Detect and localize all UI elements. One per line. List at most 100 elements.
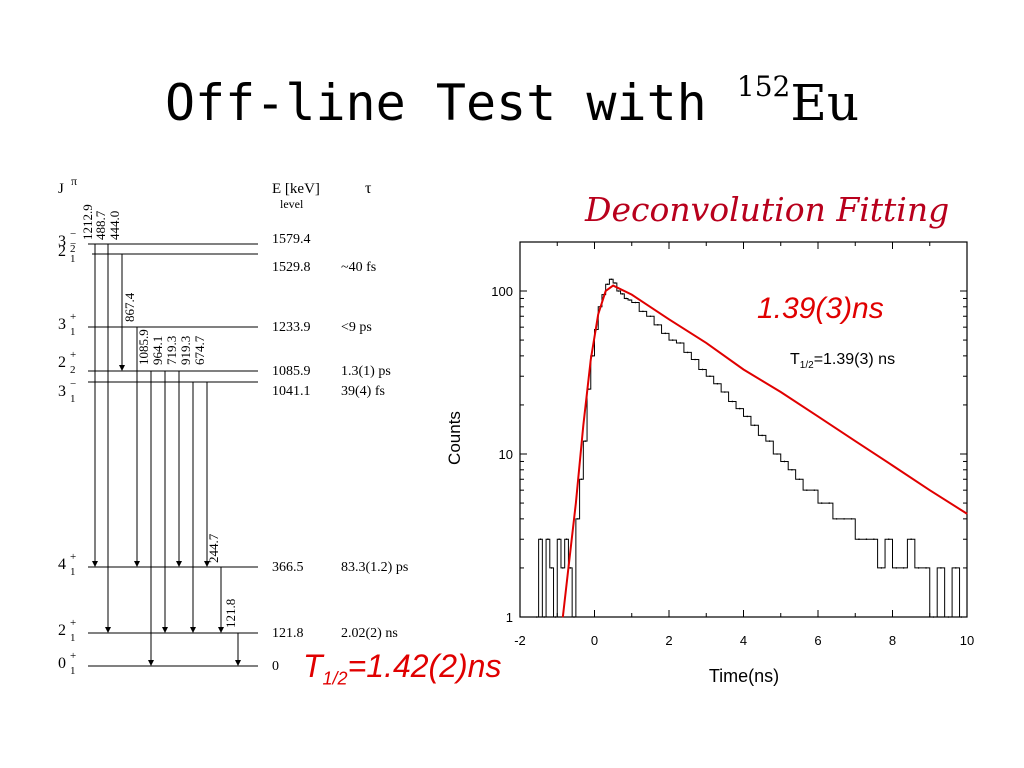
level-parity-label: − — [70, 378, 76, 390]
level-index-label: 1 — [70, 393, 76, 405]
y-axis-label: Counts — [445, 411, 464, 465]
level-parity-label: + — [70, 349, 76, 361]
level-parity-label: + — [70, 650, 76, 662]
level-energy: 0 — [272, 659, 279, 674]
halflife-sub: 1/2 — [322, 668, 348, 689]
transition-energy-label: 1085.9 — [136, 329, 151, 365]
title-superscript: 152 — [736, 70, 791, 103]
level-energy: 1233.9 — [272, 320, 311, 335]
transition-energy-label: 121.8 — [223, 599, 238, 628]
level-index-label: 1 — [70, 326, 76, 338]
x-tick-label: 6 — [814, 633, 821, 648]
x-axis-label: Time(ns) — [709, 666, 779, 686]
x-tick-label: 2 — [665, 633, 672, 648]
level-lifetime: ~40 fs — [341, 260, 376, 275]
level-energy: 1085.9 — [272, 364, 311, 379]
level-parity-label: + — [70, 311, 76, 323]
fit-point — [780, 391, 782, 393]
level-lifetime: <9 ps — [341, 320, 372, 335]
level-index-label: 1 — [70, 665, 76, 677]
transition-energy-label: 964.1 — [150, 336, 165, 365]
level-index-label: 1 — [70, 253, 76, 265]
level-lifetime: 1.3(1) ps — [341, 364, 391, 379]
level-spin-label: 2 — [58, 354, 66, 371]
level-energy: 121.8 — [272, 626, 304, 641]
level-spin-label: 4 — [58, 556, 66, 573]
level-energy: 1041.1 — [272, 384, 311, 399]
fit-point — [817, 415, 819, 417]
title-prefix: Off-line Test with — [164, 74, 737, 132]
level-spin-label: 2 — [58, 243, 66, 260]
transition-energy-label: 867.4 — [122, 292, 137, 322]
fitting-title: Deconvolution Fitting — [585, 190, 950, 229]
level-index-label: 2 — [70, 364, 76, 376]
transition-energy-label: 1212.9 — [80, 204, 95, 240]
level-energy: 366.5 — [272, 560, 304, 575]
annotation-value: =1.39(3) ns — [814, 351, 895, 368]
fit-point — [631, 294, 633, 296]
transition-energy-label: 488.7 — [93, 210, 108, 240]
fit-point — [612, 285, 614, 287]
fit-point — [567, 567, 569, 569]
fit-point — [668, 318, 670, 320]
fit-point — [582, 424, 584, 426]
fit-point — [705, 342, 707, 344]
level-lifetime: 2.02(2) ns — [341, 626, 398, 641]
data-histogram — [534, 278, 964, 618]
level-index-label: 2 — [70, 243, 76, 255]
fit-point — [575, 502, 577, 504]
transition-energy-label: 244.7 — [206, 533, 221, 563]
title-element: Eu — [790, 74, 860, 132]
energy-header-sub: level — [280, 197, 304, 211]
fit-point — [966, 513, 968, 515]
level-parity-label: + — [70, 551, 76, 563]
halflife-prefix: T — [303, 648, 323, 684]
y-tick-label: 100 — [491, 284, 513, 299]
halflife-label: T1/2=1.42(2)ns — [303, 648, 501, 689]
annotation-sub: 1/2 — [800, 360, 814, 371]
tau-header: τ — [365, 180, 372, 197]
jpi-header: J — [58, 181, 64, 197]
fit-curve — [561, 284, 968, 618]
annotation-prefix: T — [790, 351, 800, 368]
x-tick-label: -2 — [514, 633, 526, 648]
y-tick-label: 10 — [499, 447, 513, 462]
level-spin-label: 3 — [58, 383, 66, 400]
fit-point — [892, 465, 893, 467]
level-parity-label: + — [70, 617, 76, 629]
level-spin-label: 0 — [58, 655, 66, 672]
halflife-value: =1.42(2)ns — [347, 648, 502, 684]
level-energy: 1579.4 — [272, 232, 311, 247]
transition-energy-label: 919.3 — [178, 336, 193, 365]
slide-title: Off-line Test with 152Eu — [0, 70, 1024, 132]
level-index-label: 1 — [70, 566, 76, 578]
fit-result-label: 1.39(3)ns — [757, 292, 884, 325]
fit-point — [854, 440, 856, 442]
x-tick-label: 10 — [960, 633, 974, 648]
level-parity-label: − — [70, 228, 76, 240]
fit-point — [605, 290, 607, 292]
y-tick-label: 1 — [506, 610, 513, 625]
fit-point — [743, 368, 744, 370]
level-energy: 1529.8 — [272, 260, 311, 275]
fit-point — [562, 616, 564, 618]
fit-point — [929, 489, 931, 491]
transition-energy-label: 444.0 — [107, 211, 122, 240]
level-lifetime: 83.3(1.2) ps — [341, 560, 408, 575]
chart-annotation: T1/2=1.39(3) ns — [790, 351, 895, 371]
jpi-header-sup: π — [71, 174, 77, 188]
transition-energy-label: 719.3 — [164, 336, 179, 365]
level-spin-label: 3 — [58, 233, 66, 250]
level-lifetime: 39(4) fs — [341, 384, 385, 399]
level-spin-label: 2 — [58, 622, 66, 639]
level-parity-label: − — [70, 238, 76, 250]
energy-header: E [keV] — [272, 181, 320, 197]
x-tick-label: 4 — [740, 633, 747, 648]
level-index-label: 1 — [70, 632, 76, 644]
transition-energy-label: 674.7 — [192, 335, 207, 365]
level-spin-label: 3 — [58, 316, 66, 333]
fit-point — [597, 313, 599, 315]
